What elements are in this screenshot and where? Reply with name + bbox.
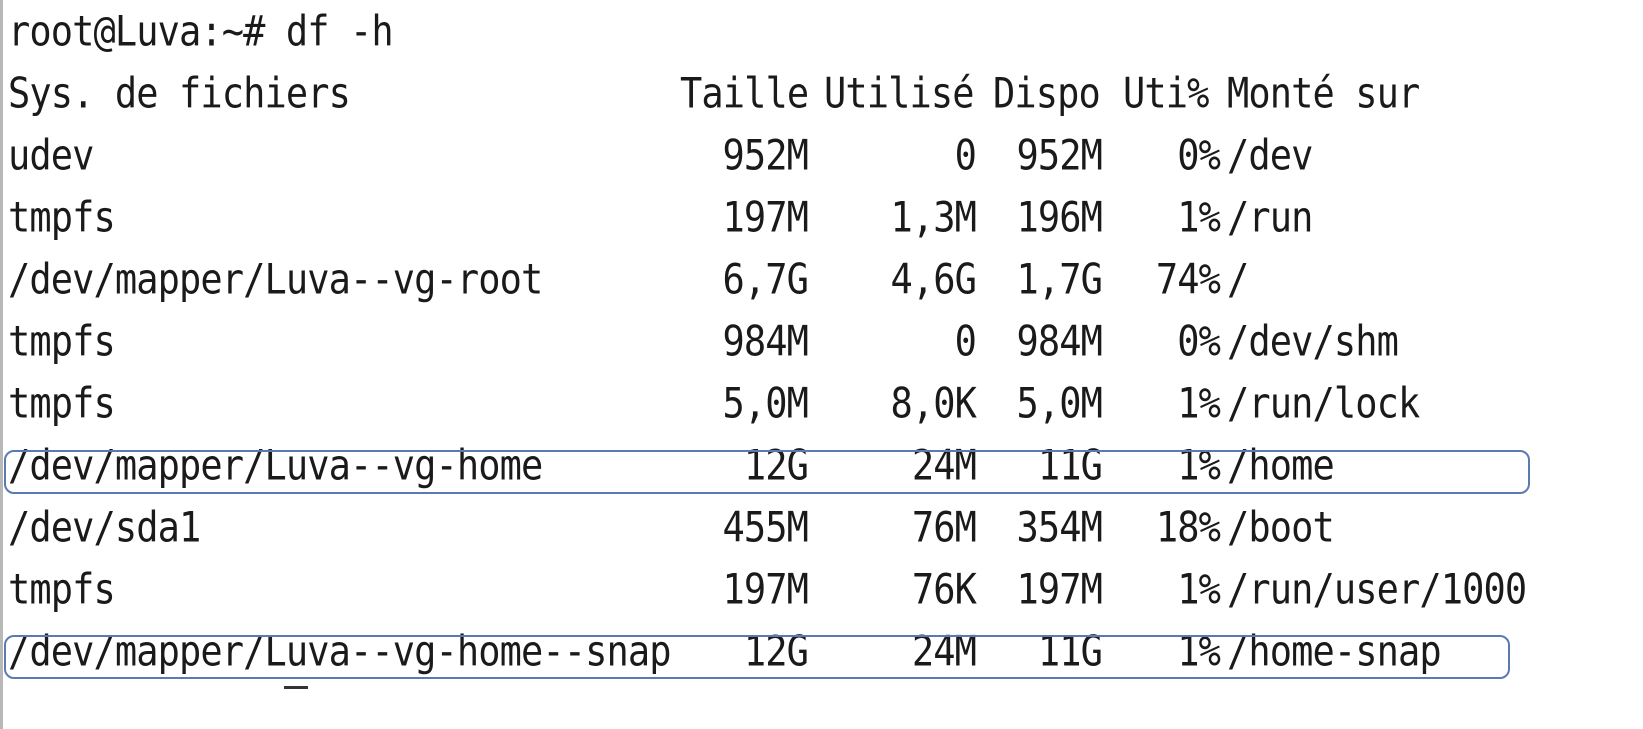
cell-filesystem: /dev/mapper/Luva--vg-home bbox=[8, 441, 543, 490]
cell-used: 8,0K bbox=[890, 379, 976, 428]
table-row: tmpfs 984M 0 984M 0%/dev/shm bbox=[8, 314, 1628, 370]
cell-pct: 0% bbox=[1177, 131, 1221, 180]
cell-used: 4,6G bbox=[890, 255, 976, 304]
cell-filesystem: tmpfs bbox=[8, 379, 116, 428]
cell-mount: /run/user/1000 bbox=[1227, 565, 1527, 614]
cell-mount: /home-snap bbox=[1227, 627, 1442, 676]
cell-mount: / bbox=[1227, 255, 1249, 304]
command-prompt-line: root@Luva:~# df -h bbox=[8, 4, 394, 60]
cell-used: 76K bbox=[911, 565, 977, 614]
cell-size: 952M bbox=[722, 131, 808, 180]
cell-avail: 5,0M bbox=[1016, 379, 1102, 428]
cell-avail: 354M bbox=[1016, 503, 1102, 552]
header-avail: Dispo bbox=[993, 69, 1101, 118]
cell-mount: /boot bbox=[1227, 503, 1335, 552]
cell-pct: 74% bbox=[1155, 255, 1221, 304]
table-row: /dev/sda1 455M 76M 354M 18%/boot bbox=[8, 500, 1628, 556]
cell-avail: 197M bbox=[1016, 565, 1102, 614]
table-row: tmpfs 197M 1,3M 196M 1%/run bbox=[8, 190, 1628, 246]
cell-size: 197M bbox=[722, 565, 808, 614]
cell-filesystem: tmpfs bbox=[8, 193, 116, 242]
cell-mount: /run bbox=[1227, 193, 1313, 242]
table-row: udev 952M 0 952M 0%/dev bbox=[8, 128, 1628, 184]
cell-size: 6,7G bbox=[722, 255, 808, 304]
table-header: Sys. de fichiers Taille Utilisé Dispo Ut… bbox=[8, 66, 1420, 122]
cell-pct: 1% bbox=[1177, 193, 1221, 242]
header-filesystem: Sys. de fichiers bbox=[8, 69, 351, 118]
cell-filesystem: tmpfs bbox=[8, 565, 116, 614]
header-used: Utilisé bbox=[824, 69, 975, 118]
cell-filesystem: /dev/sda1 bbox=[8, 503, 201, 552]
cell-size: 197M bbox=[722, 193, 808, 242]
cell-pct: 1% bbox=[1177, 627, 1221, 676]
cell-mount: /dev bbox=[1227, 131, 1313, 180]
command-prompt: root@Luva:~# df -h bbox=[8, 7, 394, 56]
cell-pct: 18% bbox=[1155, 503, 1221, 552]
cell-size: 5,0M bbox=[722, 379, 808, 428]
cell-used: 0 bbox=[954, 131, 977, 180]
cell-pct: 1% bbox=[1177, 379, 1221, 428]
table-row: /dev/mapper/Luva--vg-home--snap 12G 24M 11G… bbox=[8, 624, 1628, 680]
header-size: Taille bbox=[680, 69, 809, 118]
cell-mount: /dev/shm bbox=[1227, 317, 1399, 366]
cell-size: 12G bbox=[743, 441, 809, 490]
cell-used: 0 bbox=[954, 317, 977, 366]
table-row: tmpfs 197M 76K 197M 1%/run/user/1000 bbox=[8, 562, 1628, 618]
cell-avail: 196M bbox=[1016, 193, 1102, 242]
cell-avail: 11G bbox=[1037, 441, 1103, 490]
cell-used: 24M bbox=[911, 441, 977, 490]
cell-pct: 1% bbox=[1177, 441, 1221, 490]
cell-size: 455M bbox=[722, 503, 808, 552]
cell-avail: 1,7G bbox=[1016, 255, 1102, 304]
cell-avail: 952M bbox=[1016, 131, 1102, 180]
header-mount: Monté sur bbox=[1227, 69, 1420, 118]
table-row: /dev/mapper/Luva--vg-home 12G 24M 11G 1%/hom… bbox=[8, 438, 1628, 494]
cell-size: 984M bbox=[722, 317, 808, 366]
table-row: tmpfs 5,0M 8,0K 5,0M 1%/run/lock bbox=[8, 376, 1628, 432]
cell-filesystem: tmpfs bbox=[8, 317, 116, 366]
table-row: /dev/mapper/Luva--vg-root 6,7G 4,6G 1,7G 74%… bbox=[8, 252, 1628, 308]
cell-filesystem: /dev/mapper/Luva--vg-root bbox=[8, 255, 543, 304]
cell-filesystem: udev bbox=[8, 131, 94, 180]
header-pct: Uti% bbox=[1123, 69, 1209, 118]
cell-avail: 984M bbox=[1016, 317, 1102, 366]
cell-pct: 1% bbox=[1177, 565, 1221, 614]
cell-filesystem: /dev/mapper/Luva--vg-home--snap bbox=[8, 627, 672, 676]
text-cursor bbox=[284, 686, 308, 689]
cell-used: 1,3M bbox=[890, 193, 976, 242]
cell-used: 76M bbox=[911, 503, 977, 552]
cell-pct: 0% bbox=[1177, 317, 1221, 366]
window-border bbox=[0, 0, 3, 729]
cell-mount: /home bbox=[1227, 441, 1335, 490]
cell-mount: /run/lock bbox=[1227, 379, 1420, 428]
